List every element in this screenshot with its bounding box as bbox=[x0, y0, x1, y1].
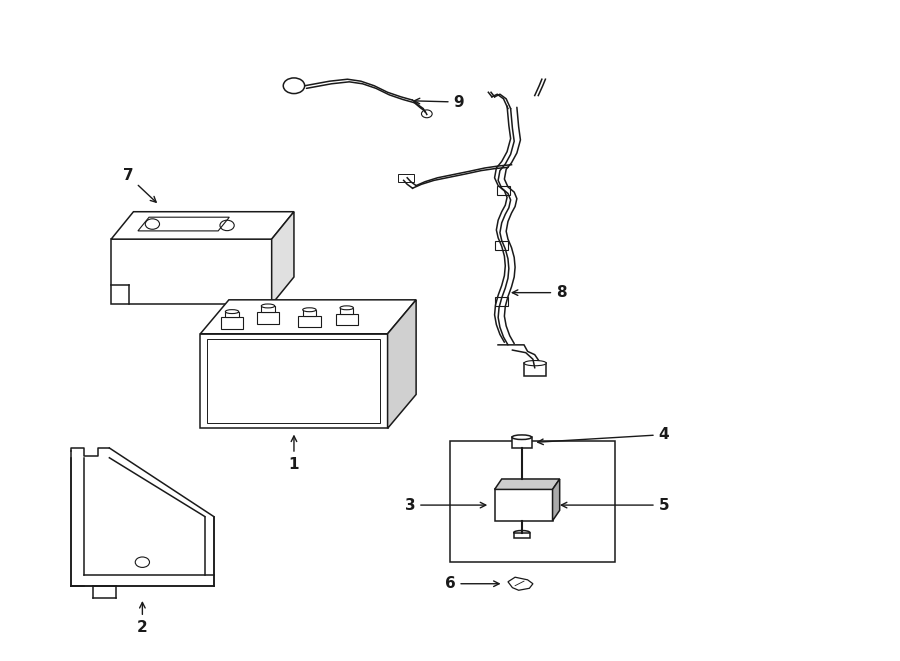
Bar bbox=[498, 186, 509, 195]
Text: 5: 5 bbox=[562, 498, 670, 512]
Polygon shape bbox=[495, 479, 560, 489]
Bar bbox=[512, 437, 532, 447]
Bar bbox=[496, 297, 508, 305]
Bar bbox=[495, 489, 553, 521]
Ellipse shape bbox=[514, 531, 530, 535]
Ellipse shape bbox=[225, 309, 238, 313]
Ellipse shape bbox=[261, 304, 274, 308]
Bar bbox=[256, 312, 279, 324]
Bar bbox=[208, 339, 381, 423]
Text: 8: 8 bbox=[512, 285, 567, 300]
Text: 4: 4 bbox=[537, 427, 670, 445]
Text: 6: 6 bbox=[445, 576, 500, 591]
Bar bbox=[201, 334, 388, 428]
Polygon shape bbox=[201, 300, 416, 334]
Bar bbox=[220, 317, 243, 329]
Polygon shape bbox=[388, 300, 416, 428]
Ellipse shape bbox=[302, 308, 316, 312]
Polygon shape bbox=[112, 212, 294, 239]
Ellipse shape bbox=[512, 435, 532, 440]
Ellipse shape bbox=[524, 360, 546, 366]
Bar bbox=[336, 314, 358, 325]
Bar bbox=[112, 239, 272, 305]
Polygon shape bbox=[272, 212, 294, 305]
Text: 7: 7 bbox=[122, 169, 157, 202]
Text: 3: 3 bbox=[405, 498, 486, 512]
Ellipse shape bbox=[340, 306, 354, 310]
Bar bbox=[225, 311, 238, 317]
Text: 2: 2 bbox=[137, 602, 148, 635]
Bar bbox=[340, 308, 354, 314]
Text: 1: 1 bbox=[289, 436, 299, 472]
Bar bbox=[298, 315, 320, 327]
Bar bbox=[450, 442, 615, 563]
Bar bbox=[524, 363, 546, 376]
Bar bbox=[399, 174, 414, 182]
Polygon shape bbox=[553, 479, 560, 521]
Bar bbox=[261, 306, 274, 312]
Bar bbox=[302, 310, 316, 315]
Bar bbox=[514, 533, 530, 537]
Text: 9: 9 bbox=[414, 95, 464, 110]
Bar bbox=[496, 241, 508, 251]
